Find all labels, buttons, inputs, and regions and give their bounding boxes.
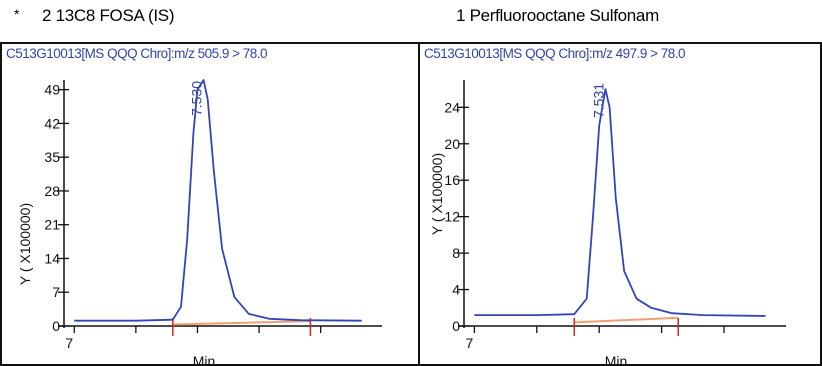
y-tick-label: 7 [52,284,60,300]
selection-marker: * [14,6,20,22]
right-panel-title: 1 Perfluorooctane Sulfonam [456,6,659,25]
x-tick-label: 7 [65,335,73,351]
left-chromatogram-panel[interactable]: C513G10013[MS QQQ Chro]:m/z 505.9 > 78.0… [0,42,420,366]
y-tick-label: 28 [44,183,60,199]
right-chromatogram-panel[interactable]: C513G10013[MS QQQ Chro]:m/z 497.9 > 78.0… [418,42,822,366]
y-tick-label: 24 [444,99,460,115]
y-tick-label: 42 [44,115,60,131]
peak-rt-label: 7.531 [591,83,607,118]
integration-baseline [574,316,679,324]
y-axis-label: Y ( X100000) [17,203,33,285]
y-tick-label: 49 [44,82,60,98]
x-axis-label: Min [193,353,216,366]
x-axis-label: Min [605,353,628,366]
y-tick-label: 20 [444,136,460,152]
left-panel-header: C513G10013[MS QQQ Chro]:m/z 505.9 > 78.0 [6,46,268,61]
x-tick-label: 7 [466,335,474,351]
chromatogram-trace [474,88,766,317]
y-tick-label: 21 [44,217,60,233]
integration-baseline [172,320,311,326]
peak-rt-label: 7.530 [189,81,205,116]
y-tick-label: 12 [444,209,460,225]
y-tick-label: 14 [44,250,60,266]
y-tick-label: 16 [444,172,460,188]
y-tick-label: 0 [52,318,60,334]
left-panel-title-text: 2 13C8 FOSA (IS) [42,6,175,25]
y-axis-label: Y ( X100000) [429,153,445,235]
chromatogram-trace [74,79,362,322]
y-tick-label: 0 [452,318,460,334]
y-tick-label: 35 [44,149,60,165]
y-tick-label: 8 [452,245,460,261]
right-panel-header: C513G10013[MS QQQ Chro]:m/z 497.9 > 78.0 [424,46,686,61]
y-tick-label: 4 [452,282,460,298]
left-panel-title: * 2 13C8 FOSA (IS) [14,6,175,26]
right-chromatogram-plot: 0 4 8 12 16 20 24 7 Min Y ( X100000) 7.531 [429,80,786,366]
